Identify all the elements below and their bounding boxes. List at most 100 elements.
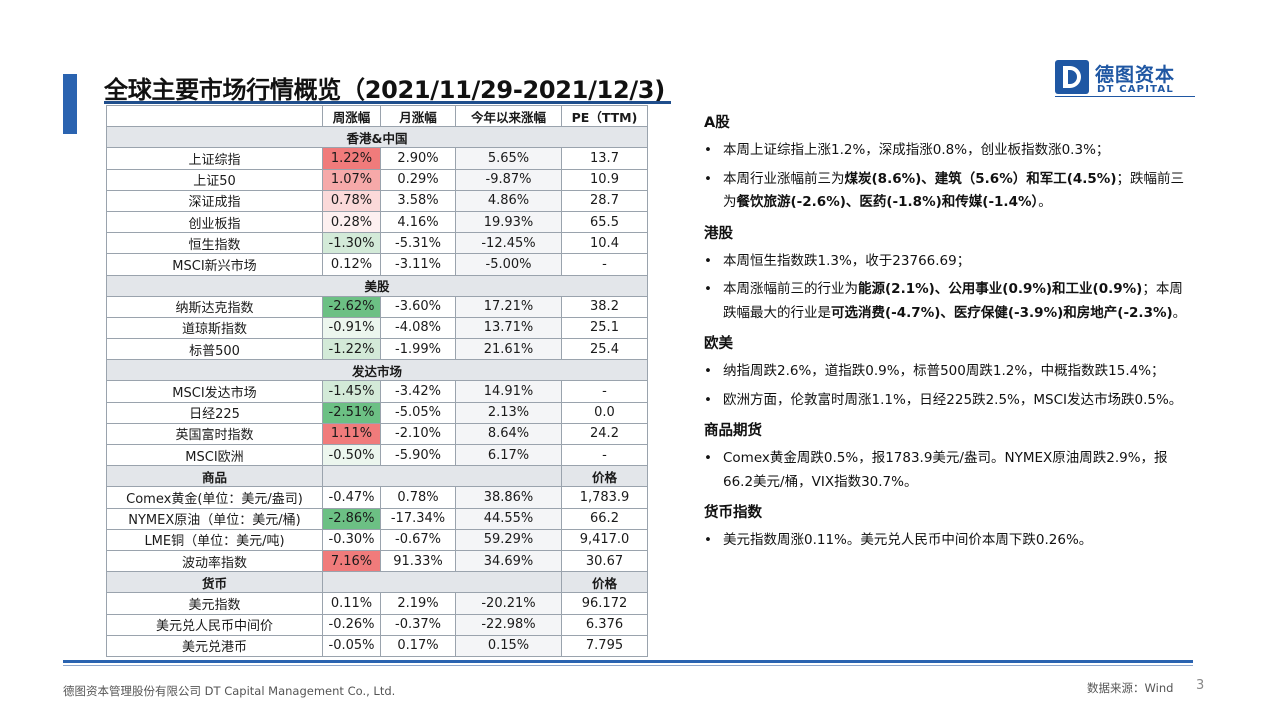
cell-month: -3.11% xyxy=(380,253,456,276)
commentary-text: 纳指周跌2.6%，道指跌0.9%，标普500周跌1.2%，中概指数跌15.4%； xyxy=(723,363,1165,379)
cell-ytd: 59.29% xyxy=(455,528,562,551)
cell-ytd: 2.13% xyxy=(455,401,562,424)
table-row: MSCI新兴市场 0.12% -3.11% -5.00% - xyxy=(106,253,648,276)
cell-month: -5.31% xyxy=(380,232,456,255)
cell-week: -0.91% xyxy=(322,316,381,340)
cell-pe: 10.4 xyxy=(561,232,648,255)
cell-pe: 38.2 xyxy=(561,295,648,318)
cell-pe: 30.67 xyxy=(561,549,648,573)
cell-month: -3.42% xyxy=(380,380,456,403)
cell-pe: 25.4 xyxy=(561,338,648,361)
table-row: 标普500 -1.22% -1.99% 21.61% 25.4 xyxy=(106,338,648,361)
section-title: 香港&中国 xyxy=(106,126,648,149)
cell-week: -0.05% xyxy=(322,634,381,657)
cell-ytd: 8.64% xyxy=(455,422,562,446)
cell-month: -4.08% xyxy=(380,316,456,340)
section-title: 商品 xyxy=(106,465,323,488)
section-spacer xyxy=(322,465,562,488)
cell-month: -5.05% xyxy=(380,401,456,424)
table-row: LME铜（单位：美元/吨) -0.30% -0.67% 59.29% 9,417.0 xyxy=(106,528,648,551)
table-section-row: 香港&中国 xyxy=(106,126,648,149)
cell-month: -2.10% xyxy=(380,422,456,446)
cell-ytd: -12.45% xyxy=(455,232,562,255)
cell-pe: 65.5 xyxy=(561,210,648,234)
commentary-heading: 商品期货 xyxy=(704,423,762,439)
cell-ytd: -9.87% xyxy=(455,168,562,191)
cell-name: 美元兑人民币中间价 xyxy=(106,613,323,636)
header-pe: PE（TTM) xyxy=(561,104,648,128)
cell-month: 4.16% xyxy=(380,210,456,234)
company-logo: 德图资本 DT CAPITAL xyxy=(1055,60,1195,100)
header-week: 周涨幅 xyxy=(322,104,381,128)
cell-week: -2.51% xyxy=(322,401,381,424)
section-title: 货币 xyxy=(106,571,323,594)
table-row: 上证综指 1.22% 2.90% 5.65% 13.7 xyxy=(106,147,648,170)
commentary-emphasis: 餐饮旅游(-2.6%)、医药(-1.8%)和传媒(-1.4%） xyxy=(736,194,1039,210)
cell-ytd: 44.55% xyxy=(455,507,562,530)
commentary-bullet: 本周行业涨幅前三为煤炭(8.6%)、建筑（5.6%）和军工(4.5%)；跌幅前三… xyxy=(704,168,1194,215)
commentary-heading: A股 xyxy=(704,115,730,131)
table-row: 创业板指 0.28% 4.16% 19.93% 65.5 xyxy=(106,210,648,234)
cell-ytd: 34.69% xyxy=(455,549,562,573)
cell-name: 日经225 xyxy=(106,401,323,424)
cell-pe: 13.7 xyxy=(561,147,648,170)
market-commentary: A股本周上证综指上涨1.2%，深成指涨0.8%，创业板指数涨0.3%； 本周行业涨… xyxy=(704,111,1194,560)
cell-week: 7.16% xyxy=(322,549,381,573)
footer-line xyxy=(63,665,1193,666)
section-spacer xyxy=(322,571,562,594)
table-row: 道琼斯指数 -0.91% -4.08% 13.71% 25.1 xyxy=(106,316,648,340)
cell-ytd: 14.91% xyxy=(455,380,562,403)
cell-week: -0.26% xyxy=(322,613,381,636)
cell-month: -5.90% xyxy=(380,443,456,467)
logo-text-cn: 德图资本 xyxy=(1095,64,1176,86)
table-row: 英国富时指数 1.11% -2.10% 8.64% 24.2 xyxy=(106,422,648,446)
cell-month: 0.78% xyxy=(380,486,456,509)
cell-month: 3.58% xyxy=(380,189,456,212)
cell-ytd: 17.21% xyxy=(455,295,562,318)
section-title: 发达市场 xyxy=(106,359,648,382)
cell-pe: - xyxy=(561,253,648,276)
cell-name: 美元兑港币 xyxy=(106,634,323,657)
table-row: MSCI欧洲 -0.50% -5.90% 6.17% - xyxy=(106,443,648,467)
cell-name: 标普500 xyxy=(106,338,323,361)
cell-pe: 7.795 xyxy=(561,634,648,657)
commentary-heading: 货币指数 xyxy=(704,505,762,521)
cell-week: -0.47% xyxy=(322,486,381,509)
table-header-row: 周涨幅 月涨幅 今年以来涨幅 PE（TTM) xyxy=(106,104,648,128)
commentary-emphasis: 可选消费(-4.7%)、医疗保健(-3.9%)和房地产(-2.3%) xyxy=(831,304,1173,321)
cell-month: 2.90% xyxy=(380,147,456,170)
cell-pe: 10.9 xyxy=(561,168,648,191)
cell-week: -1.45% xyxy=(322,380,381,403)
cell-name: 上证50 xyxy=(106,168,323,191)
commentary-heading: 港股 xyxy=(704,225,733,242)
cell-week: 0.28% xyxy=(322,210,381,234)
cell-pe: 66.2 xyxy=(561,507,648,530)
commentary-bullet: 纳指周跌2.6%，道指跌0.9%，标普500周跌1.2%，中概指数跌15.4%； xyxy=(704,360,1194,384)
cell-name: MSCI新兴市场 xyxy=(106,253,323,276)
cell-pe: - xyxy=(561,443,648,467)
commentary-bullet: Comex黄金周跌0.5%，报1783.9美元/盎司。NYMEX原油周跌2.9%… xyxy=(704,447,1194,494)
cell-month: -0.37% xyxy=(380,613,456,636)
cell-week: 0.12% xyxy=(322,253,381,276)
cell-month: 0.17% xyxy=(380,634,456,657)
commentary-bullet: 本周涨幅前三的行业为能源(2.1%)、公用事业(0.9%)和工业(0.9%)；本… xyxy=(704,278,1194,325)
table-row: 波动率指数 7.16% 91.33% 34.69% 30.67 xyxy=(106,549,648,573)
cell-pe: 24.2 xyxy=(561,422,648,446)
table-row: 恒生指数 -1.30% -5.31% -12.45% 10.4 xyxy=(106,232,648,255)
cell-month: -17.34% xyxy=(380,507,456,530)
page-number: 3 xyxy=(1196,678,1205,693)
commentary-text: 。 xyxy=(1038,194,1052,210)
table-row: 纳斯达克指数 -2.62% -3.60% 17.21% 38.2 xyxy=(106,295,648,318)
cell-week: 0.11% xyxy=(322,592,381,615)
cell-name: NYMEX原油（单位：美元/桶) xyxy=(106,507,323,530)
commentary-list: Comex黄金周跌0.5%，报1783.9美元/盎司。NYMEX原油周跌2.9%… xyxy=(704,447,1194,494)
commentary-list: 美元指数周涨0.11%。美元兑人民币中间价本周下跌0.26%。 xyxy=(704,529,1194,553)
cell-week: -0.50% xyxy=(322,443,381,467)
footer-source: 数据来源：Wind xyxy=(1087,681,1174,695)
logo-d-icon xyxy=(1055,60,1089,94)
footer-bar xyxy=(63,660,1193,663)
cell-week: -2.62% xyxy=(322,295,381,318)
table-row: MSCI发达市场 -1.45% -3.42% 14.91% - xyxy=(106,380,648,403)
cell-ytd: 21.61% xyxy=(455,338,562,361)
cell-pe: 28.7 xyxy=(561,189,648,212)
